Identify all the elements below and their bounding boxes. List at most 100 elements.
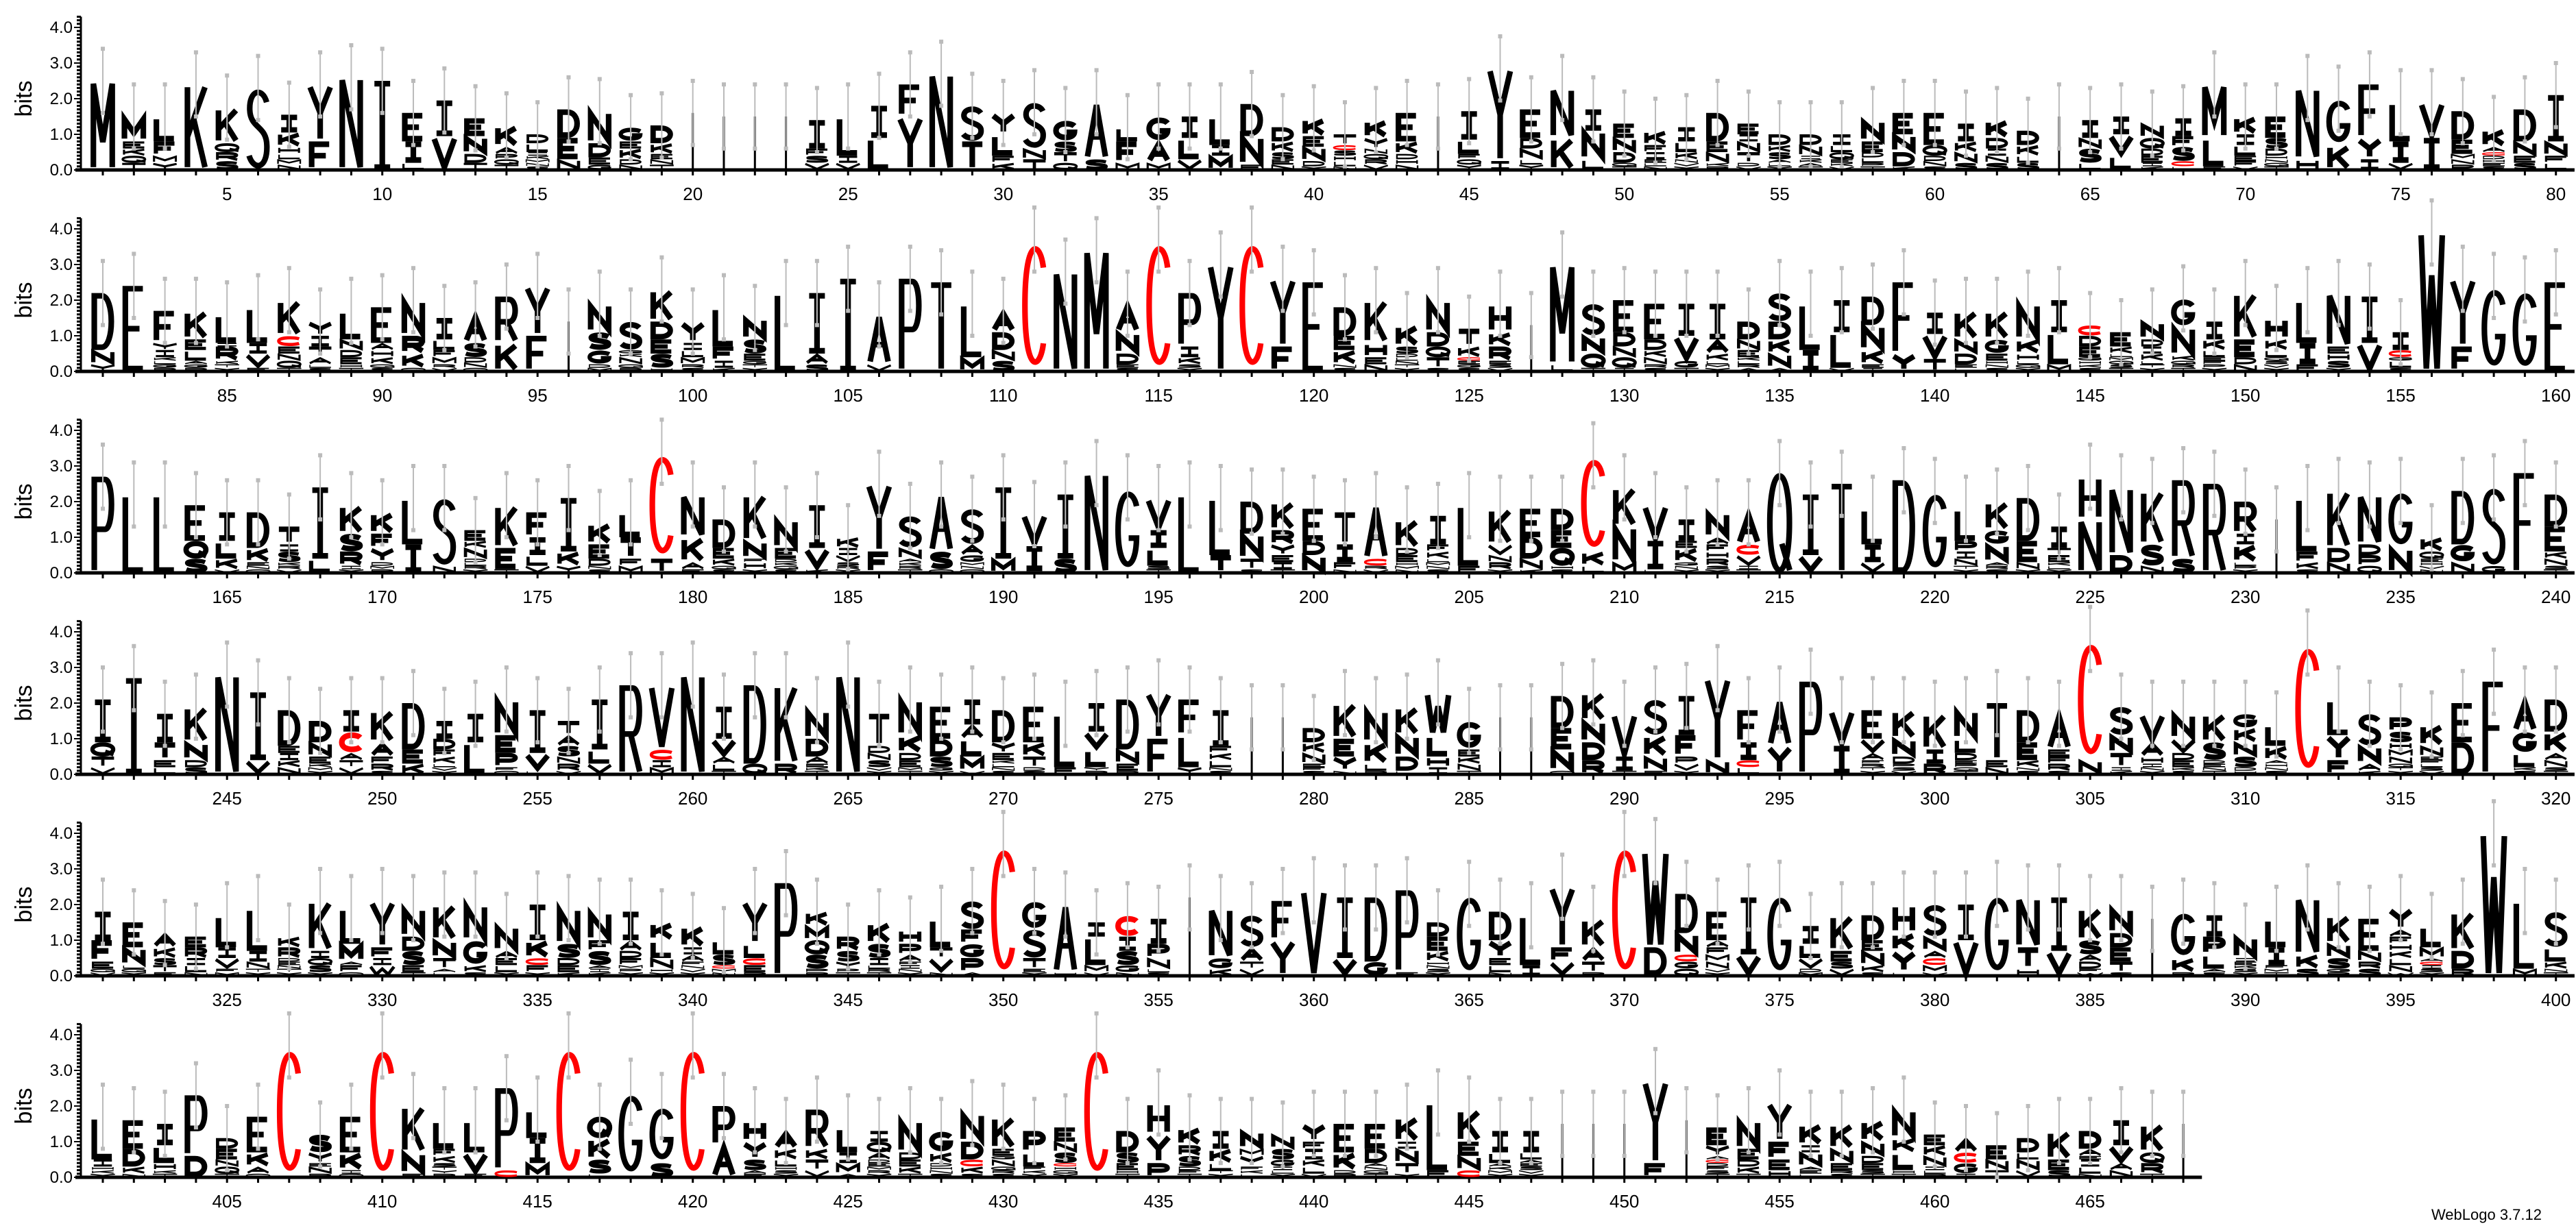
logo-letter-N	[1396, 570, 1418, 573]
error-bar-cap	[1374, 1153, 1378, 1158]
x-tick-label: 425	[834, 1191, 863, 1212]
logo-letter-E	[559, 966, 579, 971]
logo-column	[1056, 460, 1074, 578]
error-bar-cap	[1871, 326, 1875, 331]
error-bar-cap	[535, 870, 540, 875]
error-bar-cap	[629, 651, 633, 656]
error-bar-cap	[535, 164, 540, 169]
error-bar-cap	[2150, 154, 2154, 158]
logo-letter-N	[1210, 768, 1232, 770]
error-bar-cap	[225, 881, 230, 885]
logo-letter-D	[1304, 162, 1324, 165]
logo-letter-K	[1521, 570, 1542, 573]
error-bar-cap	[2181, 679, 2186, 684]
logo-letter-S	[1490, 365, 1511, 367]
error-bar-cap	[2150, 456, 2154, 461]
logo-column	[1645, 1047, 1666, 1183]
logo-letter-P	[2392, 720, 2410, 730]
logo-letter-G	[2516, 296, 2534, 363]
error-bar-cap	[287, 740, 291, 745]
logo-letter-V	[2359, 346, 2380, 369]
error-bar-cap	[2398, 521, 2403, 526]
logo-column: 380	[1920, 870, 1949, 1010]
logo-letter-D	[2360, 546, 2379, 554]
logo-letter-N	[1459, 765, 1479, 770]
logo-letter-L	[1677, 143, 1696, 151]
logo-letter-R	[2453, 970, 2473, 974]
logo-letter-T	[743, 365, 767, 367]
logo-column: 175	[523, 478, 552, 607]
error-bar-cap	[1218, 740, 1223, 745]
logo-letter-Y	[1860, 772, 1884, 774]
error-bar-cap	[1591, 1090, 1596, 1094]
logo-letter-M	[1707, 955, 1729, 960]
logo-column	[2048, 266, 2070, 377]
error-bar-cap	[2119, 298, 2124, 302]
error-bar-cap	[1374, 330, 1378, 334]
logo-letter-V	[1705, 969, 1729, 972]
logo-letter-S	[434, 1164, 455, 1166]
logo-letter-N	[559, 161, 579, 169]
error-bar-cap	[1032, 1096, 1036, 1101]
error-bar-cap	[2398, 747, 2403, 752]
error-bar-cap	[2181, 744, 2186, 748]
error-bar-cap	[1467, 535, 1472, 539]
logo-letter-N	[465, 363, 486, 367]
logo-letter-C	[2298, 652, 2317, 765]
logo-letter-I	[2143, 764, 2162, 767]
logo-letter-I	[2422, 966, 2442, 968]
logo-letter-Y	[1334, 759, 1355, 769]
logo-letter-N	[993, 352, 1013, 359]
logo-column	[2298, 266, 2318, 377]
error-bar-cap	[877, 450, 882, 454]
logo-column	[1087, 1011, 1106, 1183]
logo-letter-M	[528, 1165, 548, 1175]
error-bar-cap	[722, 549, 726, 554]
error-bar-cap	[1343, 100, 1347, 105]
logo-letter-L	[250, 911, 267, 948]
error-bar-cap	[1932, 934, 1937, 939]
logo-column	[1802, 269, 1820, 377]
x-tick-label: 400	[2541, 990, 2571, 1010]
error-bar-cap	[908, 482, 912, 486]
logo-letter-E	[1956, 365, 1977, 367]
logo-column	[566, 287, 571, 377]
logo-column	[1584, 659, 1603, 780]
logo-letter-N	[2515, 144, 2534, 154]
logo-column	[2110, 874, 2133, 981]
logo-letter-A	[1862, 754, 1883, 759]
error-bar-cap	[1622, 679, 1627, 684]
error-bar-cap	[2088, 506, 2093, 511]
logo-column	[2420, 892, 2444, 981]
logo-letter-G	[1987, 532, 2007, 541]
error-bar-cap	[1839, 1153, 1844, 1158]
error-bar-cap	[1715, 1157, 1720, 1162]
logo-letter-N	[310, 1168, 330, 1172]
error-bar-cap	[442, 1150, 447, 1155]
logo-letter-D	[590, 365, 610, 367]
logo-letter-K	[435, 1157, 455, 1162]
logo-column	[744, 651, 766, 780]
error-bar-cap	[1901, 676, 1906, 680]
logo-letter-Q	[495, 160, 518, 164]
error-bar-cap	[1964, 89, 1968, 94]
error-bar-cap	[1808, 711, 1813, 716]
error-bar-cap	[970, 539, 975, 543]
logo-letter-S	[682, 369, 703, 371]
error-bar-cap	[442, 687, 447, 691]
error-bar-cap	[1560, 1153, 1565, 1158]
error-bar-cap	[1932, 1100, 1937, 1105]
logo-letter-S	[1147, 566, 1169, 568]
logo-letter-G	[1459, 900, 1478, 967]
logo-letter-R	[404, 339, 422, 351]
error-bar-cap	[2181, 1153, 2186, 1158]
error-bar-cap	[1746, 352, 1751, 356]
logo-column	[2483, 799, 2505, 981]
error-bar-cap	[2056, 556, 2061, 561]
logo-letter-L	[2080, 1168, 2101, 1172]
logo-letter-D	[95, 296, 112, 347]
logo-column: 200	[1299, 475, 1328, 607]
error-bar-cap	[1808, 164, 1813, 169]
logo-letter-E	[1241, 165, 1262, 169]
logo-letter-S	[775, 1170, 797, 1172]
